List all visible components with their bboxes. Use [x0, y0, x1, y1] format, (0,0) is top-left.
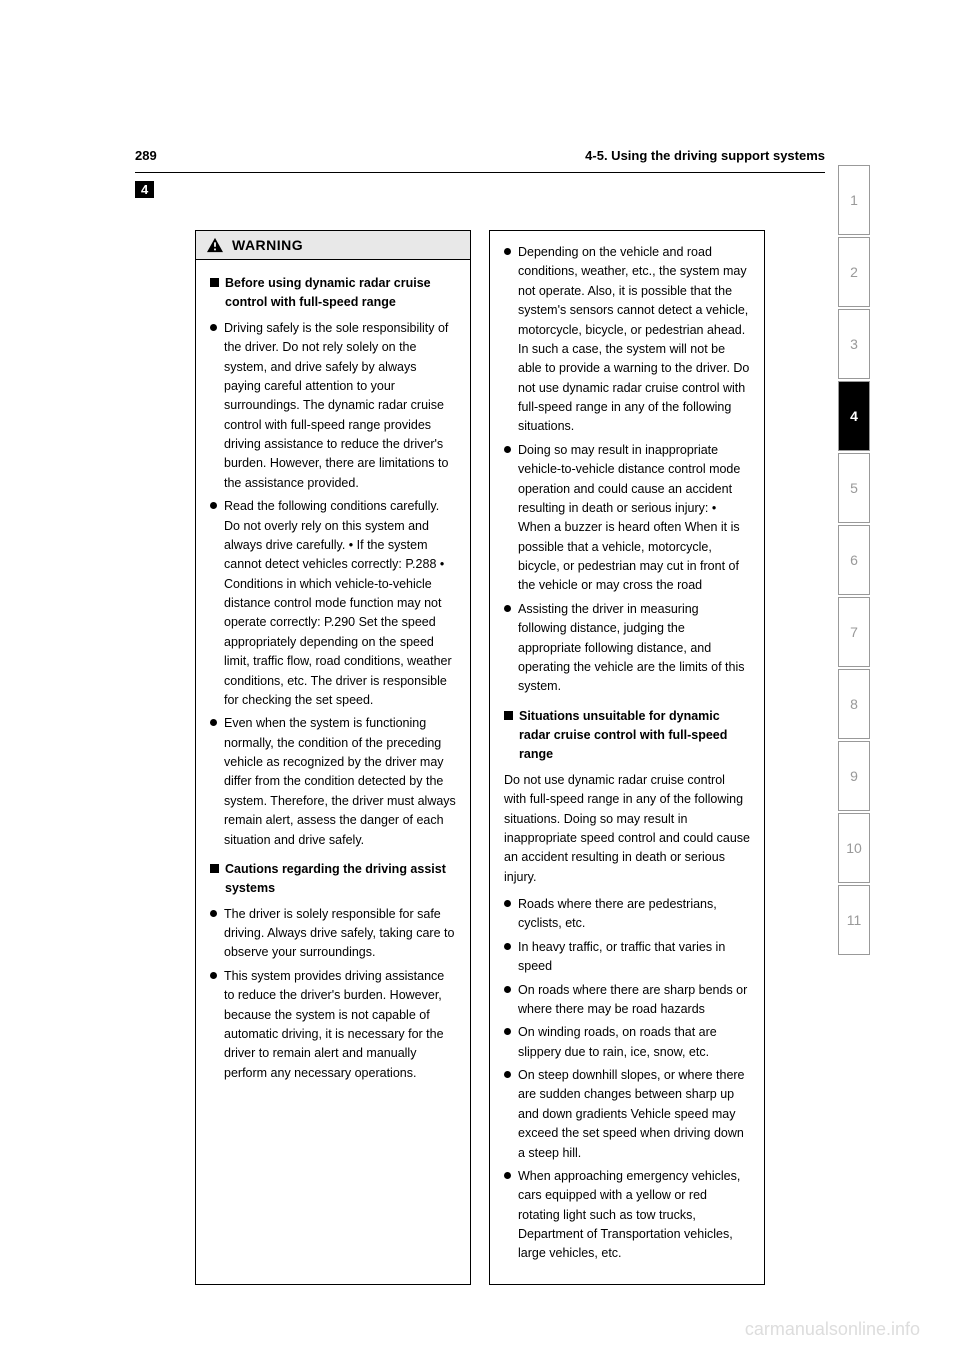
bullet-dot-icon [504, 900, 511, 907]
bullet-item: Depending on the vehicle and road condit… [504, 243, 750, 437]
section-intro: Do not use dynamic radar cruise control … [504, 771, 750, 887]
bullet-text: The driver is solely responsible for saf… [224, 905, 456, 963]
bullet-text: This system provides driving assistance … [224, 967, 456, 1083]
bullet-item: Driving safely is the sole responsibilit… [210, 319, 456, 493]
bullet-text: Roads where there are pedestrians, cycli… [518, 895, 750, 934]
warning-header: WARNING [196, 231, 470, 260]
watermark: carmanualsonline.info [745, 1319, 920, 1340]
section-title-3: Situations unsuitable for dynamic radar … [504, 707, 750, 765]
bullet-item: When approaching emergency vehicles, car… [504, 1167, 750, 1264]
bullet-item: On steep downhill slopes, or where there… [504, 1066, 750, 1163]
bullet-item: Doing so may result in inappropriate veh… [504, 441, 750, 596]
section-title-text: Before using dynamic radar cruise contro… [225, 274, 456, 313]
section-marker: 4 [135, 182, 158, 197]
tab-4[interactable]: 4 [838, 381, 870, 451]
bullet-item: On winding roads, on roads that are slip… [504, 1023, 750, 1062]
bullet-dot-icon [504, 986, 511, 993]
content-columns: WARNING Before using dynamic radar cruis… [195, 230, 765, 1285]
bullet-text: Driving safely is the sole responsibilit… [224, 319, 456, 493]
bullet-item: In heavy traffic, or traffic that varies… [504, 938, 750, 977]
bullet-item: On roads where there are sharp bends or … [504, 981, 750, 1020]
bullet-dot-icon [210, 910, 217, 917]
tab-11[interactable]: 11 [838, 885, 870, 955]
bullet-dot-icon [504, 248, 511, 255]
warning-right-body: Depending on the vehicle and road condit… [490, 231, 764, 1284]
bullet-item: Assisting the driver in measuring follow… [504, 600, 750, 697]
tab-6[interactable]: 6 [838, 525, 870, 595]
tab-9[interactable]: 9 [838, 741, 870, 811]
tab-2[interactable]: 2 [838, 237, 870, 307]
bullet-item: Roads where there are pedestrians, cycli… [504, 895, 750, 934]
bullet-text: When approaching emergency vehicles, car… [518, 1167, 750, 1264]
bullet-dot-icon [504, 943, 511, 950]
bullet-dot-icon [210, 719, 217, 726]
warning-left-body: Before using dynamic radar cruise contro… [196, 260, 470, 1103]
side-tabs: 1 2 3 4 5 6 7 8 9 10 11 [838, 165, 870, 957]
bullet-dot-icon [504, 1172, 511, 1179]
bullet-item: The driver is solely responsible for saf… [210, 905, 456, 963]
page-header: 289 4-5. Using the driving support syste… [135, 148, 825, 163]
section-title-2: Cautions regarding the driving assist sy… [210, 860, 456, 899]
warning-triangle-icon [206, 237, 224, 253]
bullet-text: In heavy traffic, or traffic that varies… [518, 938, 750, 977]
tab-3[interactable]: 3 [838, 309, 870, 379]
square-bullet-icon [210, 864, 219, 873]
bullet-dot-icon [210, 502, 217, 509]
bullet-item: Read the following conditions carefully.… [210, 497, 456, 710]
square-bullet-icon [210, 278, 219, 287]
bullet-dot-icon [210, 972, 217, 979]
bullet-dot-icon [504, 1028, 511, 1035]
warning-label: WARNING [232, 237, 303, 253]
bullet-item: This system provides driving assistance … [210, 967, 456, 1083]
warning-box-left: WARNING Before using dynamic radar cruis… [195, 230, 471, 1285]
tab-8[interactable]: 8 [838, 669, 870, 739]
page-number: 289 [135, 148, 157, 163]
bullet-text: On steep downhill slopes, or where there… [518, 1066, 750, 1163]
bullet-item: Even when the system is functioning norm… [210, 714, 456, 850]
tab-1[interactable]: 1 [838, 165, 870, 235]
section-title-1: Before using dynamic radar cruise contro… [210, 274, 456, 313]
bullet-text: Assisting the driver in measuring follow… [518, 600, 750, 697]
bullet-dot-icon [504, 605, 511, 612]
bullet-text: Read the following conditions carefully.… [224, 497, 456, 710]
bullet-text: Doing so may result in inappropriate veh… [518, 441, 750, 596]
tab-10[interactable]: 10 [838, 813, 870, 883]
section-title-text: Situations unsuitable for dynamic radar … [519, 707, 750, 765]
bullet-dot-icon [504, 446, 511, 453]
bullet-dot-icon [210, 324, 217, 331]
bullet-text: Even when the system is functioning norm… [224, 714, 456, 850]
tab-7[interactable]: 7 [838, 597, 870, 667]
breadcrumb: 4-5. Using the driving support systems [585, 148, 825, 163]
bullet-text: Depending on the vehicle and road condit… [518, 243, 750, 437]
section-title-text: Cautions regarding the driving assist sy… [225, 860, 456, 899]
bullet-text: On winding roads, on roads that are slip… [518, 1023, 750, 1062]
page-subheader: 4 [135, 172, 825, 199]
bullet-text: On roads where there are sharp bends or … [518, 981, 750, 1020]
tab-5[interactable]: 5 [838, 453, 870, 523]
warning-box-right: Depending on the vehicle and road condit… [489, 230, 765, 1285]
square-bullet-icon [504, 711, 513, 720]
bullet-dot-icon [504, 1071, 511, 1078]
